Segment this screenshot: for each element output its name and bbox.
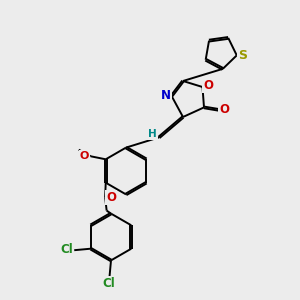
Text: Cl: Cl (103, 277, 115, 290)
Text: N: N (160, 89, 171, 102)
Text: O: O (219, 103, 230, 116)
Text: Cl: Cl (60, 243, 73, 256)
Text: O: O (203, 79, 213, 92)
Text: O: O (106, 190, 116, 204)
Text: H: H (148, 129, 157, 140)
Text: S: S (238, 49, 247, 62)
Text: O: O (80, 151, 89, 161)
